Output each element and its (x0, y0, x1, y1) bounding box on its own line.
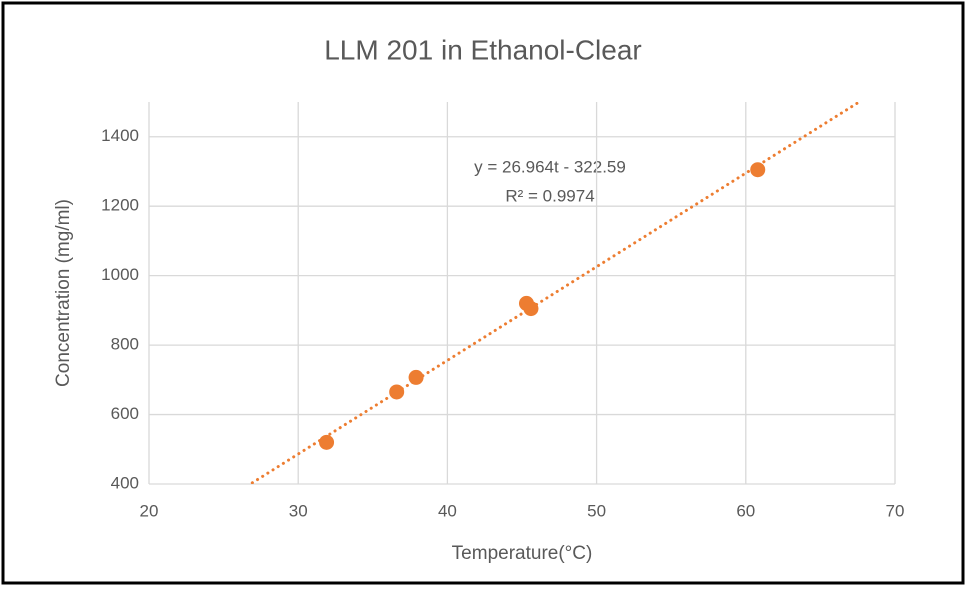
y-tick-label: 800 (111, 335, 139, 354)
x-axis-label: Temperature(°C) (452, 543, 593, 564)
y-tick-label: 600 (111, 404, 139, 423)
x-tick-label: 30 (289, 501, 308, 520)
x-tick-label: 40 (438, 501, 457, 520)
x-tick-label: 50 (587, 501, 606, 520)
trendline (247, 102, 862, 484)
point (319, 434, 335, 450)
y-tick-label: 1200 (101, 196, 139, 215)
x-tick-label: 60 (736, 501, 755, 520)
y-axis-label: Concentration (mg/ml) (53, 199, 74, 387)
annotation: y = 26.964t - 322.59 (474, 157, 626, 176)
point (750, 162, 766, 178)
point (389, 384, 405, 400)
annotation: R² = 0.9974 (505, 186, 594, 205)
point (408, 369, 424, 385)
x-tick-label: 20 (140, 501, 159, 520)
point (523, 301, 539, 317)
chart-title: LLM 201 in Ethanol-Clear (324, 34, 642, 65)
y-tick-label: 400 (111, 473, 139, 492)
x-tick-label: 70 (886, 501, 905, 520)
y-tick-label: 1400 (101, 126, 139, 145)
y-tick-label: 1000 (101, 265, 139, 284)
